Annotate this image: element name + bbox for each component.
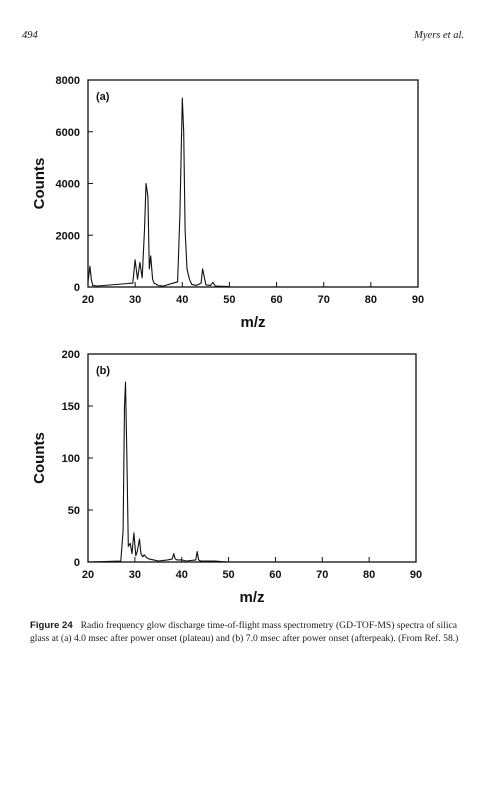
x-tick-label-b: 20 <box>82 569 94 581</box>
y-tick-label-a: 4000 <box>56 179 80 191</box>
y-tick-label-b: 0 <box>74 557 80 569</box>
x-axis-title-b: m/z <box>239 589 264 606</box>
caption-text: Radio frequency glow discharge time-of-f… <box>30 620 459 644</box>
spectrum-line-b <box>87 381 229 563</box>
page-number: 494 <box>22 30 38 41</box>
plot-frame-b <box>87 353 417 563</box>
x-tick-label-a: 40 <box>176 294 188 306</box>
plot-frame-a <box>87 79 419 288</box>
figure-caption: Figure 24 Radio frequency glow discharge … <box>30 620 466 645</box>
figure-24-charts: 20 30 40 50 60 70 80 9002000400060008000(a)m/zC… <box>31 75 424 606</box>
running-head: Myers et al. <box>414 30 464 41</box>
spectrum-line-a <box>87 97 230 288</box>
y-tick-label-a: 2000 <box>56 230 80 242</box>
y-tick-label-a: 8000 <box>56 75 80 87</box>
x-tick-label-a: 60 <box>270 294 282 306</box>
y-tick-label-b: 100 <box>62 453 80 465</box>
panel-label-a: (a) <box>96 91 110 103</box>
caption-label: Figure 24 <box>30 620 73 631</box>
x-tick-label-a: 90 <box>412 294 424 306</box>
y-tick-label-a: 0 <box>74 282 80 294</box>
y-tick-label-b: 150 <box>62 401 80 413</box>
x-tick-label-a: 80 <box>365 294 377 306</box>
x-tick-label-b: 50 <box>222 569 234 581</box>
x-tick-label-b: 80 <box>363 569 375 581</box>
y-axis-title-b: Counts <box>31 432 48 484</box>
y-tick-label-b: 50 <box>68 505 80 517</box>
panel-label-b: (b) <box>96 365 110 377</box>
x-tick-label-b: 70 <box>316 569 328 581</box>
x-tick-label-a: 20 <box>82 294 94 306</box>
x-tick-label-b: 60 <box>269 569 281 581</box>
y-tick-label-b: 200 <box>62 349 80 361</box>
y-tick-label-a: 6000 <box>56 127 80 139</box>
x-tick-label-b: 40 <box>176 569 188 581</box>
y-axis-title-a: Counts <box>31 158 48 210</box>
x-tick-label-b: 30 <box>129 569 141 581</box>
x-tick-label-a: 50 <box>223 294 235 306</box>
x-axis-title-a: m/z <box>240 314 265 331</box>
x-tick-label-a: 30 <box>129 294 141 306</box>
x-tick-label-b: 90 <box>410 569 422 581</box>
x-tick-label-a: 70 <box>318 294 330 306</box>
